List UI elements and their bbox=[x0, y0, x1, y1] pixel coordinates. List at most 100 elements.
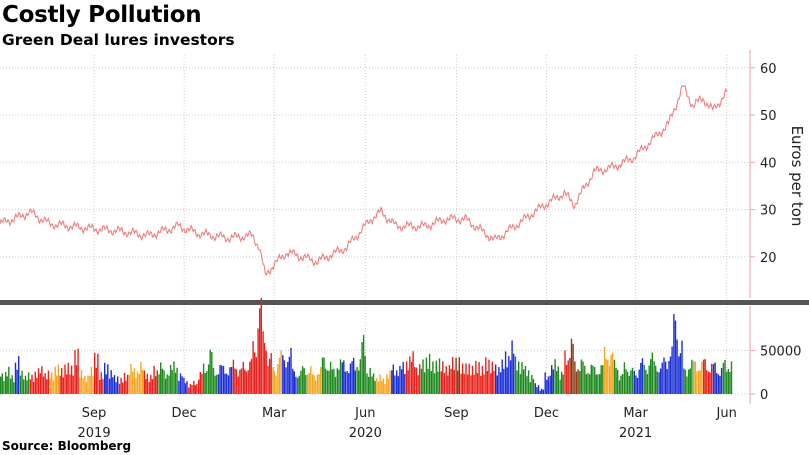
volume-bar bbox=[717, 374, 720, 394]
volume-bar bbox=[572, 343, 574, 394]
volume-bar bbox=[150, 374, 152, 394]
volume-bar bbox=[348, 373, 350, 394]
volume-bar bbox=[478, 362, 480, 394]
volume-bar bbox=[333, 368, 335, 394]
volume-bar bbox=[303, 368, 305, 394]
volume-bar bbox=[516, 370, 518, 394]
volume-bar bbox=[219, 364, 221, 394]
volume-bar bbox=[602, 365, 604, 394]
volume-bar bbox=[506, 367, 508, 394]
volume-bar bbox=[590, 364, 592, 394]
volume-bar bbox=[582, 361, 584, 394]
volume-bar bbox=[589, 374, 591, 394]
volume-bar bbox=[112, 377, 114, 394]
volume-bar bbox=[414, 367, 416, 394]
volume-bar bbox=[318, 374, 320, 394]
volume-bar bbox=[260, 297, 262, 394]
volume-bar bbox=[194, 385, 196, 394]
volume-bar bbox=[288, 356, 291, 394]
volume-bar bbox=[396, 370, 398, 394]
volume-bar bbox=[514, 356, 517, 394]
volume-bar bbox=[442, 361, 444, 394]
volume-bar bbox=[229, 367, 231, 394]
volume-bar bbox=[655, 365, 657, 394]
volume-bar bbox=[123, 372, 126, 394]
volume-bar bbox=[285, 367, 287, 394]
x-tick-label: Sep bbox=[82, 406, 107, 421]
volume-bar bbox=[498, 367, 500, 394]
volume-bar bbox=[311, 374, 314, 394]
volume-bar bbox=[438, 358, 441, 394]
volume-bar bbox=[79, 377, 81, 394]
volume-bar bbox=[615, 368, 617, 394]
volume-bar bbox=[131, 371, 134, 394]
volume-bar bbox=[26, 380, 28, 394]
volume-bar bbox=[242, 362, 244, 394]
volume-bar bbox=[485, 357, 487, 394]
volume-bar bbox=[90, 366, 93, 394]
volume-bar bbox=[544, 372, 546, 394]
volume-bar bbox=[673, 314, 675, 394]
volume-bar bbox=[513, 353, 515, 394]
volume-bar bbox=[292, 368, 294, 394]
volume-bar bbox=[247, 370, 249, 394]
volume-bar bbox=[6, 376, 8, 394]
volume-bar bbox=[663, 357, 665, 394]
volume-bar bbox=[720, 367, 723, 394]
volume-bar bbox=[511, 340, 513, 394]
volume-bar bbox=[364, 356, 366, 394]
volume-bar bbox=[374, 380, 376, 394]
volume-bar bbox=[650, 359, 652, 394]
volume-bar bbox=[344, 371, 347, 394]
volume-bar bbox=[455, 357, 457, 394]
volume-bar bbox=[567, 360, 569, 394]
volume-bar bbox=[32, 382, 35, 394]
x-tick-label: Mar bbox=[262, 406, 287, 421]
volume-bar bbox=[278, 357, 281, 394]
volume-bar bbox=[430, 370, 432, 394]
volume-bar bbox=[95, 367, 97, 394]
volume-bar bbox=[29, 379, 32, 394]
volume-bar bbox=[389, 370, 391, 394]
volume-bar bbox=[356, 367, 358, 394]
volume-bar bbox=[694, 361, 696, 394]
volume-bar bbox=[358, 370, 360, 394]
volume-bar bbox=[232, 359, 235, 394]
volume-bar bbox=[475, 360, 477, 394]
volume-bar bbox=[699, 370, 701, 394]
volume-bar bbox=[503, 368, 505, 394]
volume-bar bbox=[584, 365, 586, 394]
volume-bar bbox=[67, 362, 69, 394]
volume-bar bbox=[135, 377, 137, 394]
volume-bar bbox=[310, 366, 312, 394]
volume-bar bbox=[262, 331, 264, 394]
volume-bar bbox=[575, 371, 578, 394]
volume-bar bbox=[306, 374, 309, 394]
volume-bar bbox=[193, 380, 195, 394]
volume-bar bbox=[188, 387, 190, 394]
volume-bar bbox=[407, 370, 409, 394]
volume-bar bbox=[412, 351, 414, 394]
volume-bar bbox=[321, 357, 324, 394]
volume-bar bbox=[125, 380, 127, 394]
volume-bar bbox=[597, 374, 599, 394]
volume-bar bbox=[621, 374, 624, 394]
volume-bar bbox=[702, 359, 705, 394]
volume-bar bbox=[698, 370, 700, 394]
volume-bar bbox=[300, 370, 302, 394]
volume-bar bbox=[526, 376, 528, 394]
volume-bar bbox=[564, 350, 566, 394]
volume-bar bbox=[529, 382, 531, 394]
volume-bar bbox=[204, 373, 206, 394]
volume-bar bbox=[122, 382, 124, 394]
volume-bar bbox=[658, 372, 660, 394]
volume-bar bbox=[460, 373, 462, 394]
volume-bar bbox=[202, 363, 205, 394]
volume-bar bbox=[659, 368, 662, 394]
volume-bar bbox=[400, 369, 403, 394]
volume-bar bbox=[265, 350, 267, 394]
chart-title: Costly Pollution bbox=[2, 2, 202, 28]
volume-bar bbox=[39, 373, 41, 394]
volume-bar bbox=[14, 362, 17, 394]
volume-bar bbox=[163, 370, 165, 394]
